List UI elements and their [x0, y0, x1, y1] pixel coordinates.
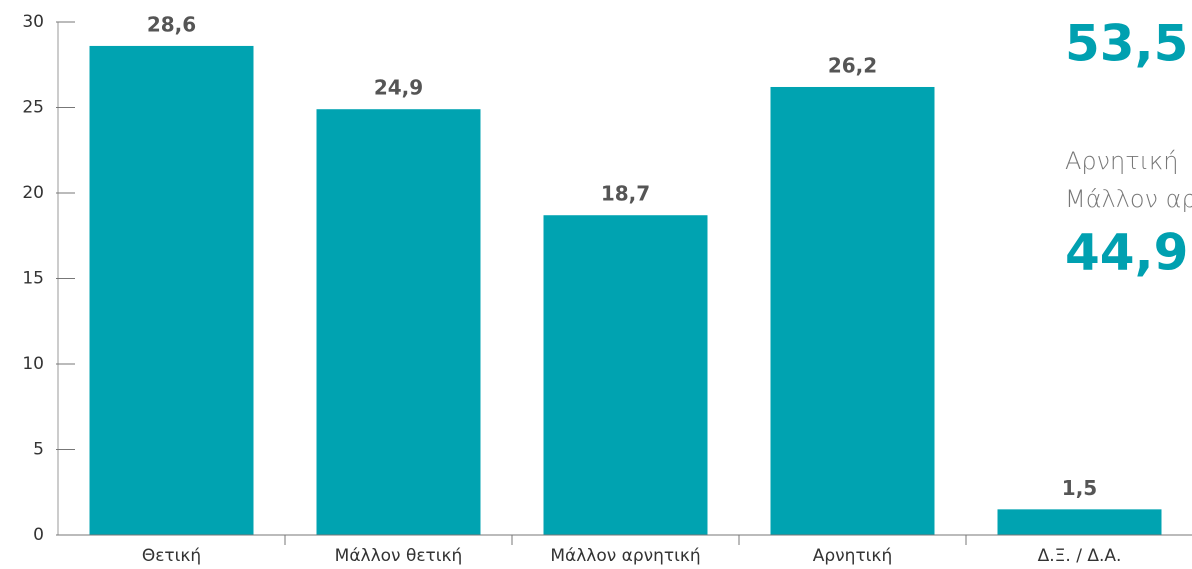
value-label: 26,2	[828, 53, 877, 77]
value-label: 18,7	[601, 182, 650, 206]
value-label: 28,6	[147, 12, 196, 36]
value-label: 1,5	[1062, 476, 1097, 500]
y-tick-label: 20	[22, 183, 44, 203]
x-tick-label: Αρνητική	[813, 546, 892, 566]
y-tick-label: 30	[22, 12, 44, 32]
bar	[997, 509, 1162, 535]
annotation: 44,9	[1065, 224, 1188, 282]
annotation: Αρνητική	[1065, 147, 1178, 175]
y-tick-label: 25	[22, 98, 44, 118]
y-tick-label: 10	[22, 354, 44, 374]
annotation: Μάλλον αρνητική	[1065, 185, 1192, 213]
y-tick-label: 15	[22, 269, 44, 289]
bar	[770, 86, 935, 535]
x-tick-label: Δ.Ξ. / Δ.Α.	[1038, 546, 1122, 566]
bar	[89, 45, 254, 535]
x-tick-label: Μάλλον θετική	[335, 546, 463, 566]
value-label: 24,9	[374, 76, 423, 100]
y-tick-label: 5	[33, 440, 44, 460]
x-tick-label: Θετική	[142, 546, 201, 566]
bar	[316, 109, 481, 536]
bar	[543, 215, 708, 536]
annotation: 53,5	[1065, 15, 1188, 73]
x-tick-label: Μάλλον αρνητική	[550, 546, 700, 566]
y-tick-label: 0	[33, 525, 44, 545]
